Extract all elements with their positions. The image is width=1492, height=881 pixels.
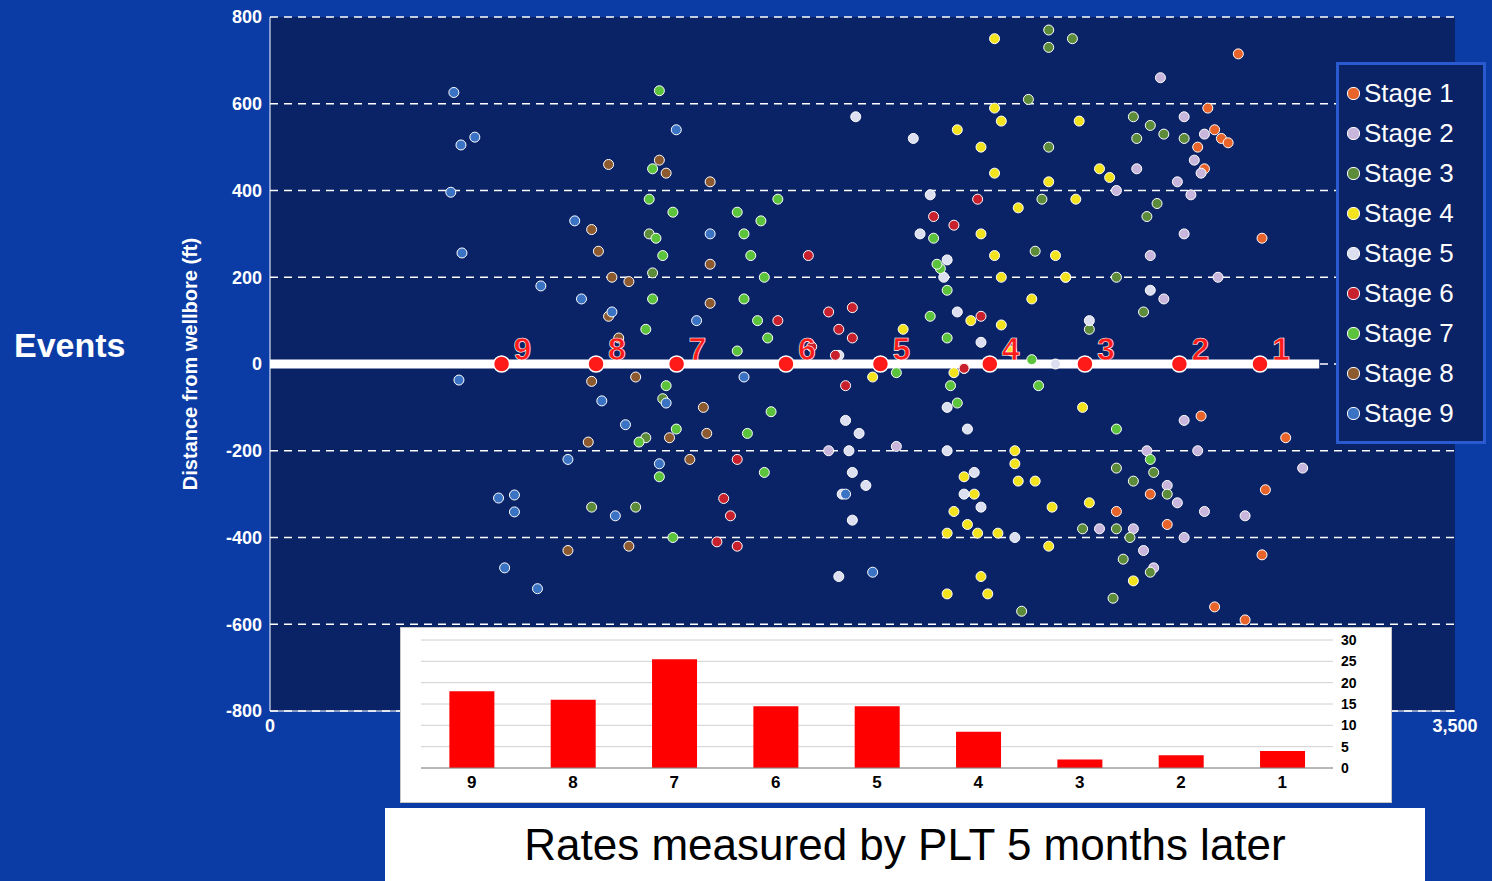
svg-text:1: 1 [1278, 773, 1287, 792]
svg-text:0: 0 [265, 716, 275, 736]
svg-text:6: 6 [798, 331, 816, 367]
svg-text:1: 1 [1272, 331, 1290, 367]
svg-text:30: 30 [1341, 632, 1357, 648]
html-text:Stage 9: Stage 9 [1364, 397, 1454, 428]
svg-text:3,500: 3,500 [1432, 716, 1477, 736]
html-text:Stage 3: Stage 3 [1364, 157, 1454, 188]
svg-text:5: 5 [892, 331, 910, 367]
svg-text:5: 5 [872, 773, 881, 792]
html-text:Stage 1: Stage 1 [1364, 77, 1454, 108]
svg-text:0: 0 [252, 354, 262, 374]
html-text:Stage 5: Stage 5 [1364, 237, 1454, 268]
svg-text:7: 7 [670, 773, 679, 792]
svg-text:20: 20 [1341, 675, 1357, 691]
svg-text:15: 15 [1341, 696, 1357, 712]
svg-text:200: 200 [232, 268, 262, 288]
svg-text:9: 9 [514, 331, 532, 367]
html-text:Stage 7: Stage 7 [1364, 317, 1454, 348]
html-text:Stage 8: Stage 8 [1364, 357, 1454, 388]
svg-text:5: 5 [1341, 739, 1349, 755]
svg-text:400: 400 [232, 181, 262, 201]
svg-text:2: 2 [1176, 773, 1185, 792]
svg-text:10: 10 [1341, 717, 1357, 733]
svg-text:-600: -600 [226, 615, 262, 635]
svg-text:6: 6 [771, 773, 780, 792]
svg-text:0: 0 [1341, 760, 1349, 776]
svg-text:4: 4 [974, 773, 984, 792]
svg-text:-400: -400 [226, 528, 262, 548]
html-text:Events: Events [14, 326, 126, 364]
svg-text:800: 800 [232, 7, 262, 27]
svg-text:600: 600 [232, 94, 262, 114]
svg-text:25: 25 [1341, 653, 1357, 669]
html-text:Stage 2: Stage 2 [1364, 117, 1454, 148]
html-text:Stage 6: Stage 6 [1364, 277, 1454, 308]
svg-text:4: 4 [1002, 331, 1020, 367]
svg-text:2: 2 [1191, 331, 1209, 367]
svg-text:8: 8 [608, 331, 626, 367]
html-text:Stage 4: Stage 4 [1364, 197, 1454, 228]
svg-text:8: 8 [568, 773, 577, 792]
html-text:Distance from wellbore (ft): Distance from wellbore (ft) [178, 237, 201, 491]
svg-text:7: 7 [689, 331, 707, 367]
svg-text:9: 9 [467, 773, 476, 792]
svg-text:3: 3 [1097, 331, 1115, 367]
html-text:Rates measured by PLT 5 months: Rates measured by PLT 5 months later [524, 819, 1286, 869]
svg-text:-200: -200 [226, 441, 262, 461]
svg-text:-800: -800 [226, 701, 262, 721]
svg-text:3: 3 [1075, 773, 1084, 792]
